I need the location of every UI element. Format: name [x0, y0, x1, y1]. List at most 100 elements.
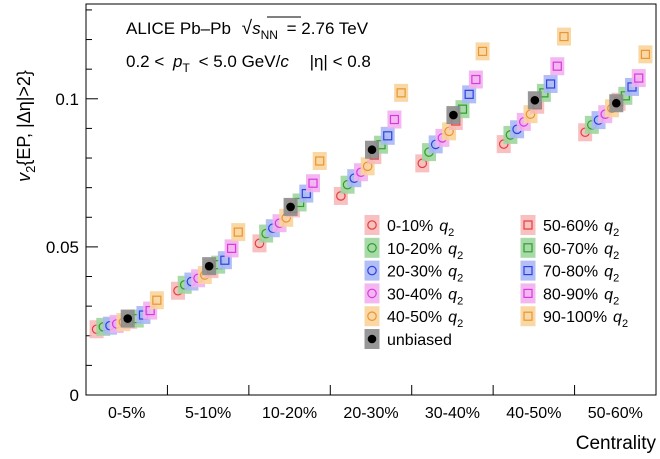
legend-series-name: 30-40% [387, 286, 442, 303]
legend-series-name: 0-10% [387, 218, 433, 235]
syst-box [631, 69, 646, 88]
legend-q-sub: 2 [457, 250, 463, 262]
legend-label: 0-10% q2 [387, 218, 454, 239]
legend-item: 50-60% q2 [520, 215, 619, 239]
marker-square [226, 243, 237, 253]
data-point [202, 257, 217, 276]
marker-dot [367, 145, 377, 155]
legend-label: 60-70% q2 [543, 241, 619, 262]
data-point [543, 74, 558, 93]
legend-q: q [604, 241, 613, 258]
y-tick-label: 0.05 [46, 238, 79, 257]
data-point [365, 140, 379, 159]
syst-box [364, 237, 380, 258]
legend-q: q [604, 218, 613, 235]
marker-circle [367, 288, 377, 299]
data-marks [89, 27, 653, 339]
legend-item: 30-40% q2 [364, 283, 463, 307]
series-unbiased [120, 91, 624, 328]
legend-label: unbiased [387, 332, 452, 349]
marker-dot [530, 95, 540, 105]
header-sqrt-s-sub: NN [261, 28, 278, 42]
header-sqrt-s: s [252, 19, 261, 38]
marker-square [464, 89, 474, 99]
marker-dot [204, 261, 214, 271]
legend-item: 40-50% q2 [364, 306, 463, 330]
y-tick-label: 0 [70, 386, 79, 405]
header-p-sub: T [183, 61, 191, 75]
syst-box [520, 215, 536, 235]
data-point [149, 291, 164, 310]
data-point [468, 70, 483, 89]
syst-box [380, 126, 395, 145]
sqrt-sign: √ [242, 18, 253, 39]
legend-series-name: unbiased [387, 332, 452, 349]
series-30-40- [109, 105, 613, 333]
syst-box [543, 74, 558, 93]
axis-ticks: 0 0.05 0.1 0-5% 5-10% 10-20% 20-30% 30-40% 40-50… [46, 9, 643, 422]
syst-box [475, 42, 490, 61]
data-point [380, 126, 395, 145]
series-90-100- [149, 27, 653, 310]
legend-item: 90-100% q2 [520, 306, 628, 330]
data-point [550, 57, 565, 76]
legend-q: q [448, 264, 457, 281]
legend-q: q [604, 286, 613, 303]
marker-dot [611, 98, 621, 108]
marker-circle [367, 243, 377, 253]
data-point [638, 45, 653, 64]
legend-q: q [613, 309, 622, 326]
marker-square [523, 266, 533, 276]
data-point [387, 110, 402, 129]
legend-series-name: 20-30% [387, 264, 442, 281]
data-point [462, 85, 477, 104]
marker-square [233, 227, 243, 237]
x-tick-label: 40-50% [506, 405, 561, 422]
marker-square [523, 311, 533, 321]
marker-dot [367, 334, 377, 344]
syst-box [149, 291, 164, 310]
legend-label: 30-40% q2 [387, 286, 463, 307]
header-pt-high: < 5.0 GeV/ [199, 52, 281, 71]
syst-box [224, 239, 239, 258]
header-pt-low: 0.2 < [126, 52, 164, 71]
syst-box [394, 83, 409, 102]
syst-box [312, 151, 327, 170]
legend-label: 10-20% q2 [387, 241, 463, 262]
data-point [527, 91, 542, 110]
syst-box [520, 237, 536, 258]
marker-square [389, 114, 400, 125]
legend-item: 0-10% q2 [364, 215, 454, 239]
marker-square [315, 156, 325, 166]
data-point [475, 42, 490, 61]
legend-series-name: 10-20% [387, 241, 442, 258]
y-tick-label: 0.1 [55, 90, 79, 109]
x-tick-label: 0-5% [108, 405, 145, 422]
marker-square [396, 88, 406, 98]
legend-label: 90-100% q2 [543, 309, 628, 330]
legend-series-name: 60-70% [543, 241, 598, 258]
legend-q: q [439, 218, 448, 235]
syst-box [364, 306, 380, 327]
header-energy: = 2.76 TeV [287, 19, 369, 38]
data-point [312, 151, 327, 170]
x-tick-label: 20-30% [343, 405, 398, 422]
legend-q-sub: 2 [622, 318, 628, 330]
marker-dot [123, 314, 133, 323]
marker-square [640, 49, 651, 59]
legend-item: 70-80% q2 [520, 260, 619, 285]
y-label-v: v [14, 172, 34, 182]
legend-q: q [448, 286, 457, 303]
data-point [120, 309, 135, 328]
syst-box [520, 283, 536, 304]
legend-q-sub: 2 [613, 295, 619, 307]
legend-q-sub: 2 [457, 318, 463, 330]
syst-box [387, 110, 402, 129]
data-point [394, 83, 409, 102]
syst-box [638, 45, 653, 64]
data-point [283, 197, 298, 216]
x-tick-label: 10-20% [262, 405, 317, 422]
legend-q-sub: 2 [457, 273, 463, 285]
legend-q-sub: 2 [613, 273, 619, 285]
